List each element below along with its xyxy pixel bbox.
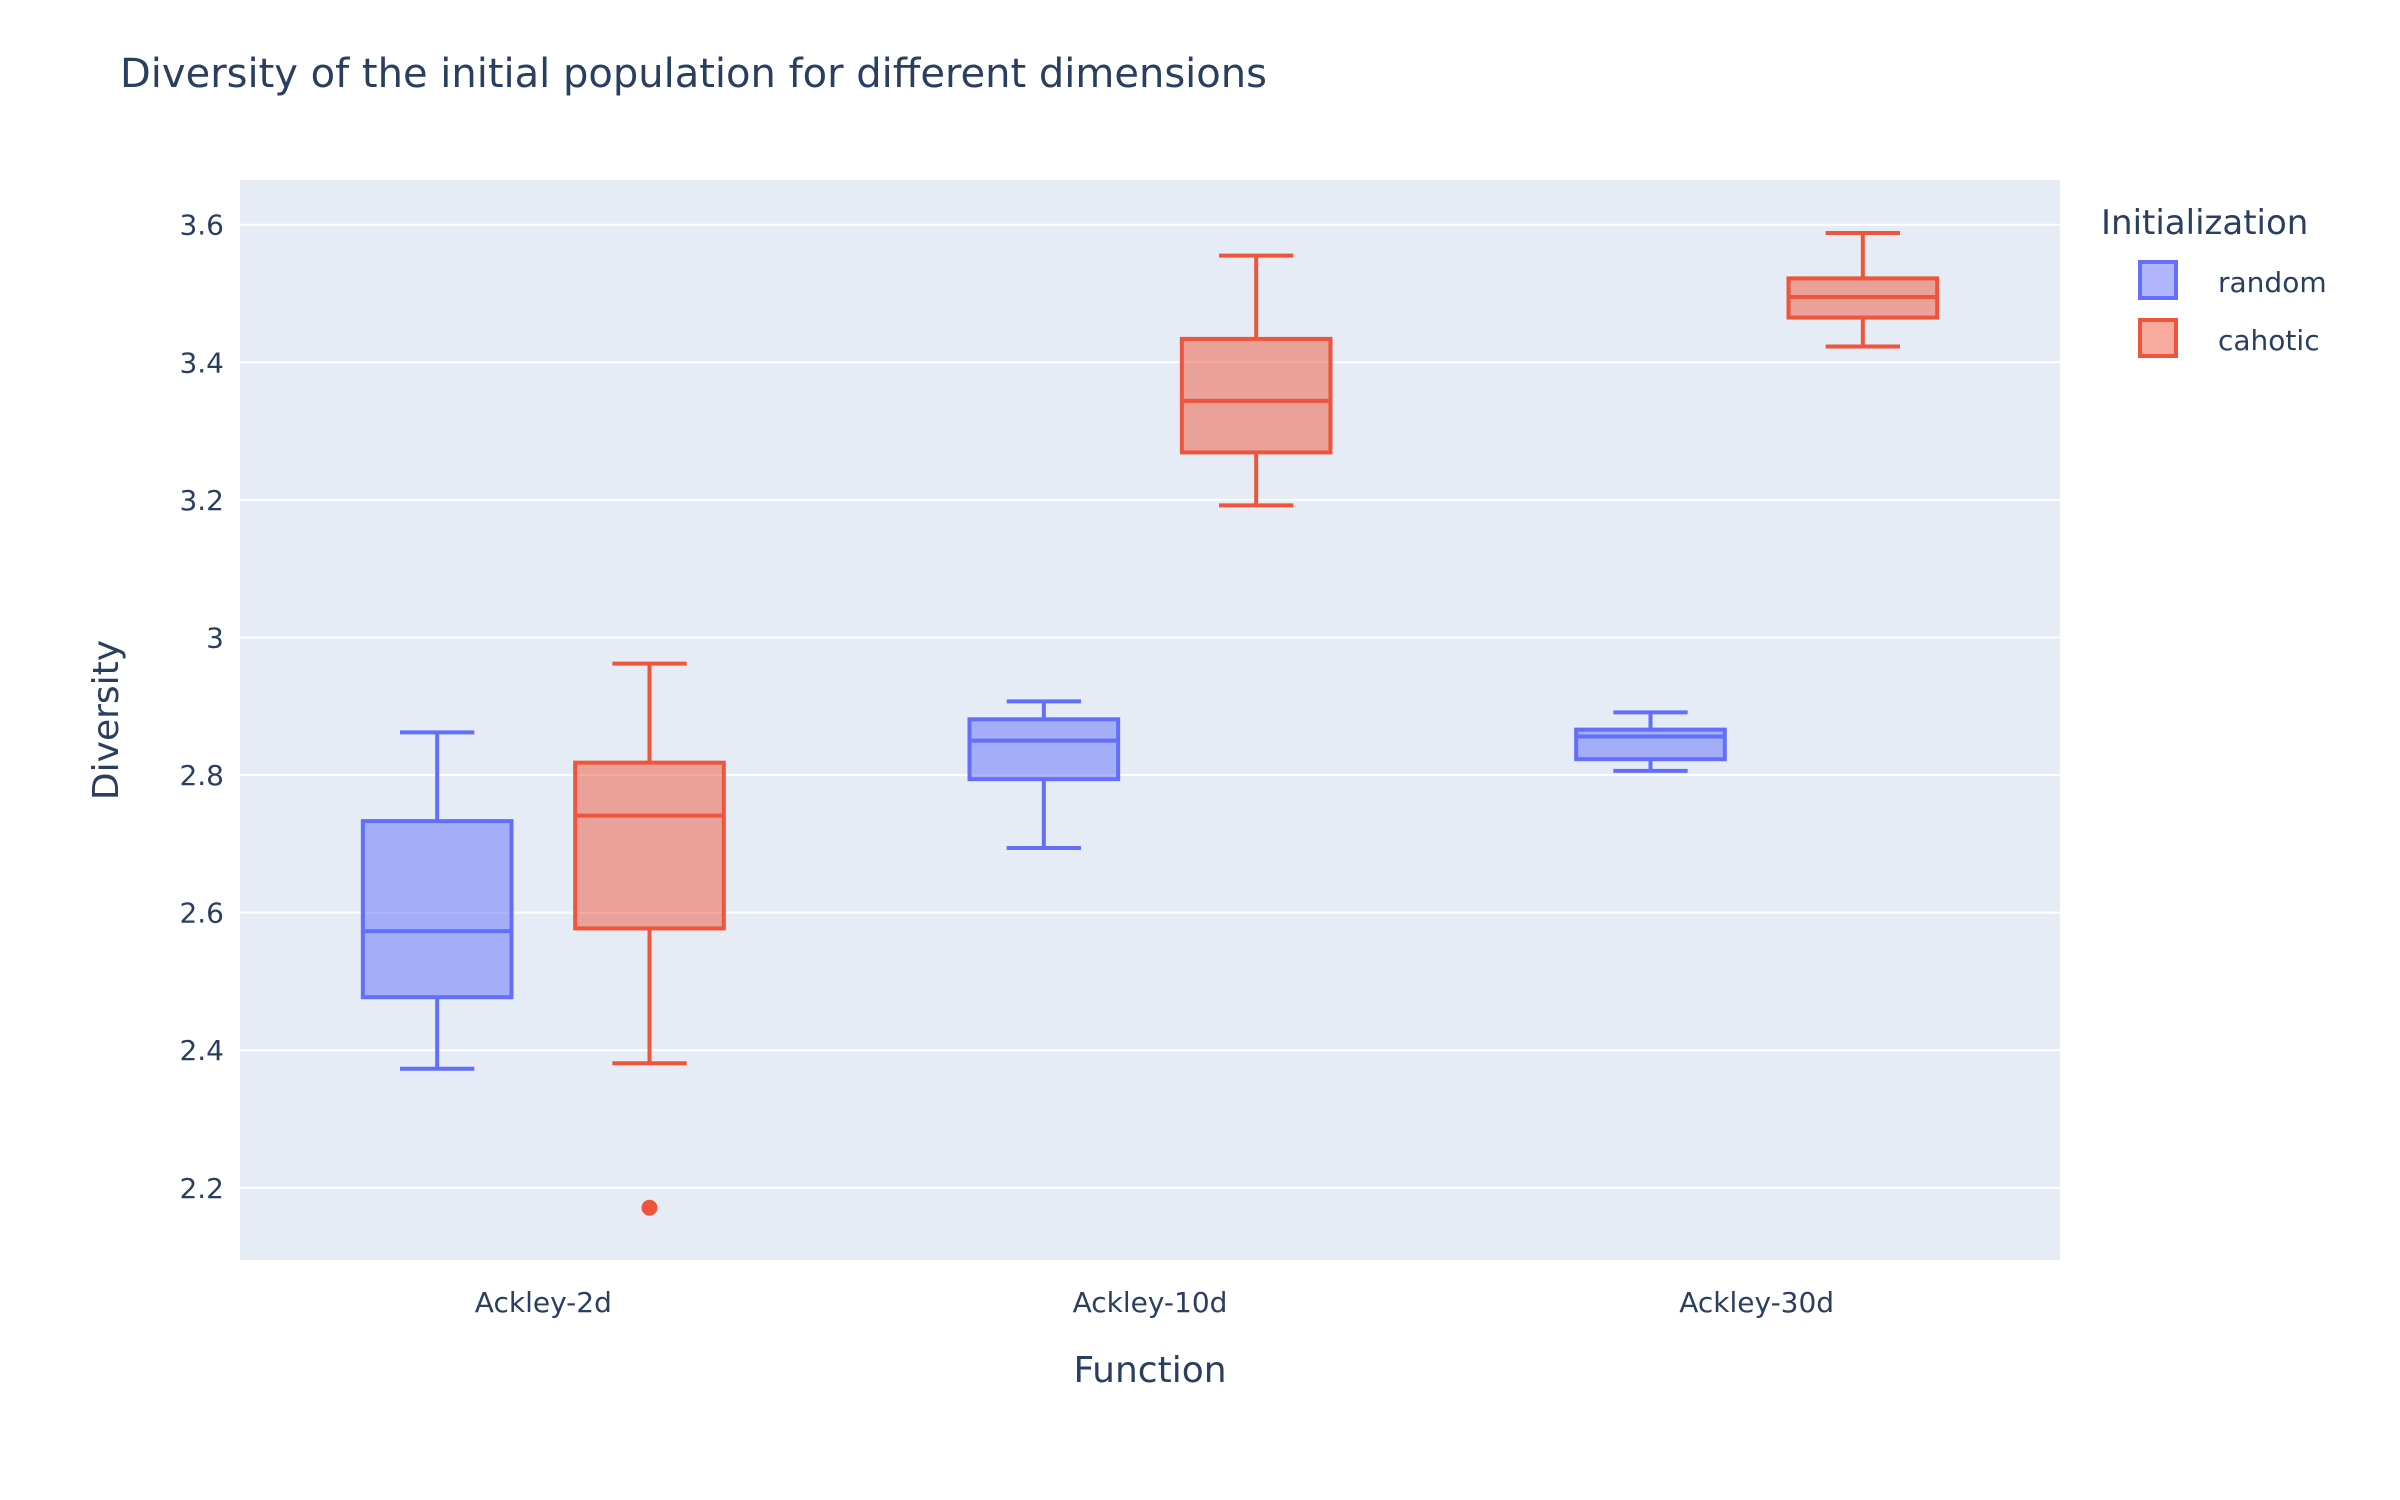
box-series [360, 230, 1940, 1216]
x-axis-title: Function [1073, 1350, 1226, 1391]
y-tick-label-2: 2.6 [179, 897, 224, 930]
y-gridlines [240, 223, 2060, 1189]
box-cahotic-Ackley-2d [573, 661, 726, 1216]
y-tick-label-0: 2.2 [179, 1172, 224, 1205]
box-cahotic-Ackley-30d [1786, 230, 1940, 349]
box-cahotic-Ackley-10d [1179, 253, 1333, 508]
y-axis-title: Diversity [86, 640, 127, 800]
y-tick-label-7: 3.6 [179, 209, 224, 242]
iqr-box [573, 760, 726, 931]
legend-title: Initialization [2101, 203, 2308, 243]
y-tick-label-4: 3 [206, 621, 224, 654]
iqr-box [1179, 336, 1333, 455]
x-tick-label-0: Ackley-2d [475, 1286, 612, 1319]
y-tick-label-5: 3.2 [179, 484, 224, 517]
legend-label-random: random [2218, 266, 2327, 299]
box-random-Ackley-2d [360, 730, 514, 1071]
y-tick-label-6: 3.4 [179, 346, 224, 379]
legend: Initialization random cahotic [2101, 203, 2327, 358]
x-tick-label-1: Ackley-10d [1073, 1286, 1228, 1319]
y-axis-ticks: 2.2 2.4 2.6 2.8 3 3.2 3.4 3.6 [179, 209, 224, 1205]
legend-swatch-random [2138, 260, 2178, 300]
iqr-box [1574, 727, 1727, 762]
box-random-Ackley-10d [967, 699, 1121, 850]
legend-item-cahotic: cahotic [2138, 318, 2320, 358]
box-random-Ackley-30d [1574, 710, 1727, 773]
plot-area [240, 180, 2060, 1260]
x-tick-label-2: Ackley-30d [1679, 1286, 1834, 1319]
legend-item-random: random [2138, 260, 2327, 300]
chart-title: Diversity of the initial population for … [120, 51, 1267, 97]
iqr-box [360, 819, 514, 1000]
x-axis-ticks: Ackley-2d Ackley-10d Ackley-30d [475, 1286, 1834, 1319]
y-tick-label-3: 2.8 [179, 759, 224, 792]
legend-swatch-cahotic [2138, 318, 2178, 358]
legend-label-cahotic: cahotic [2218, 324, 2320, 357]
outlier-point-0 [641, 1199, 658, 1216]
y-tick-label-1: 2.4 [179, 1034, 224, 1067]
iqr-box [967, 717, 1121, 782]
